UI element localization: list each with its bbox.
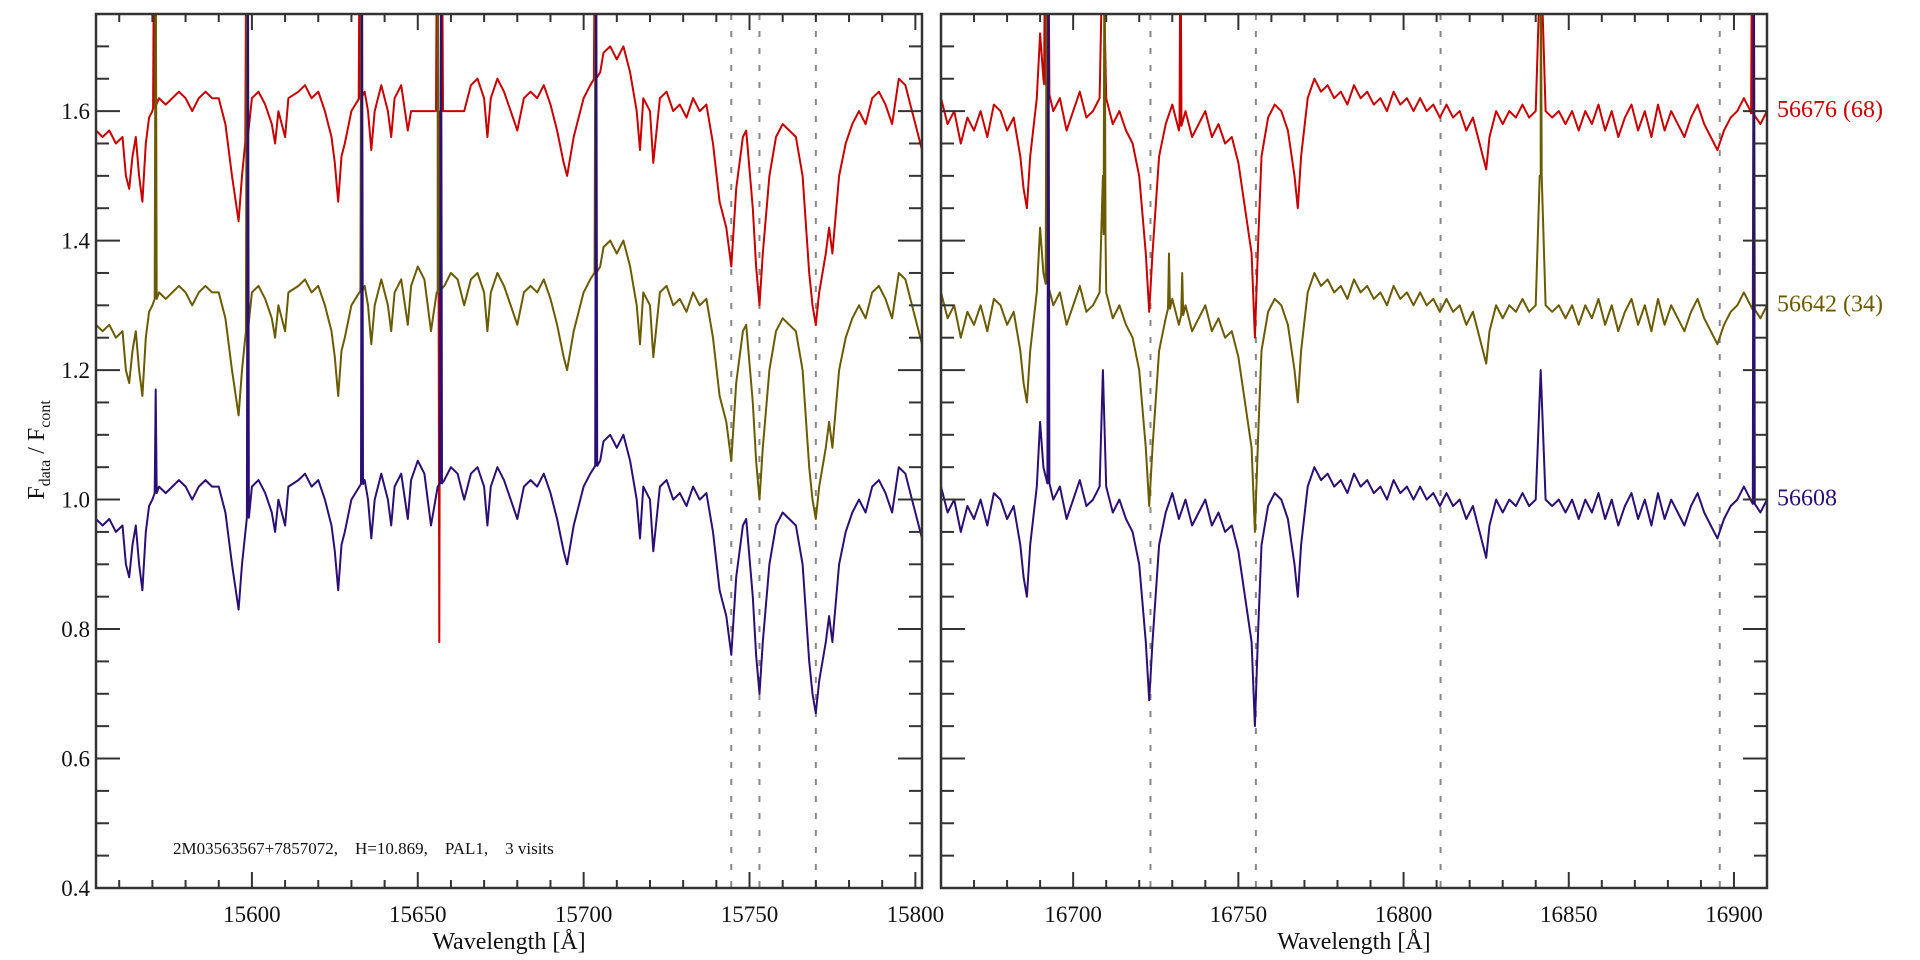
y-tick-label: 1.4 xyxy=(61,229,90,254)
y-tick-label: 1.0 xyxy=(61,488,90,513)
x-tick-label: 15600 xyxy=(223,902,281,927)
y-tick-label: 0.4 xyxy=(61,876,90,901)
x-axis-title-right: Wavelength [Å] xyxy=(1277,929,1430,955)
series-line-56642 xyxy=(941,14,1767,533)
series-labels: 56676 (68) 56642 (34) 56608 xyxy=(1777,97,1883,511)
y-tick-label: 1.2 xyxy=(61,358,90,383)
series-line-56642 xyxy=(96,14,922,520)
y-tick-label: 0.6 xyxy=(61,747,90,772)
x-tick-label: 16750 xyxy=(1210,902,1268,927)
y-title-f1: F xyxy=(24,486,50,499)
y-title-sub1: data xyxy=(37,460,54,487)
star-info-annotation: 2M03563567+7857072, H=10.869, PAL1, 3 vi… xyxy=(173,839,554,858)
series-line-56676 xyxy=(941,14,1767,339)
x-tick-label: 15800 xyxy=(887,902,945,927)
series-line-56676 xyxy=(96,14,922,643)
right-panel: 16700 16750 16800 16850 16900 xyxy=(939,12,1769,927)
y-title-sep: / F xyxy=(24,428,50,460)
series-label-56642: 56642 (34) xyxy=(1777,291,1883,317)
series-group xyxy=(96,14,922,715)
x-tick-label: 16850 xyxy=(1540,902,1598,927)
left-panel: 15600 15650 15700 15750 15800 0.4 0.6 0.8 1.0 1.2… xyxy=(61,12,945,927)
y-title-sub2: cont xyxy=(37,400,54,428)
series-line-56608 xyxy=(96,14,922,715)
x-tick-label: 15700 xyxy=(555,902,613,927)
y-tick-label: 1.6 xyxy=(61,99,90,124)
x-tick-label: 15750 xyxy=(721,902,779,927)
x-tick-label: 16800 xyxy=(1375,902,1433,927)
y-axis-title: Fdata / Fcont xyxy=(24,400,54,500)
series-line-56608 xyxy=(941,14,1767,728)
plot-frame xyxy=(939,12,1769,890)
series-label-56608: 56608 xyxy=(1777,486,1837,512)
plot-frame xyxy=(94,12,924,890)
x-tick-label: 15650 xyxy=(389,902,447,927)
x-axis-title-left: Wavelength [Å] xyxy=(432,929,585,955)
series-group xyxy=(941,14,1767,728)
series-label-56676: 56676 (68) xyxy=(1777,97,1883,123)
x-tick-label: 16700 xyxy=(1044,902,1102,927)
y-tick-label: 0.8 xyxy=(61,617,90,642)
x-tick-label: 16900 xyxy=(1705,902,1763,927)
